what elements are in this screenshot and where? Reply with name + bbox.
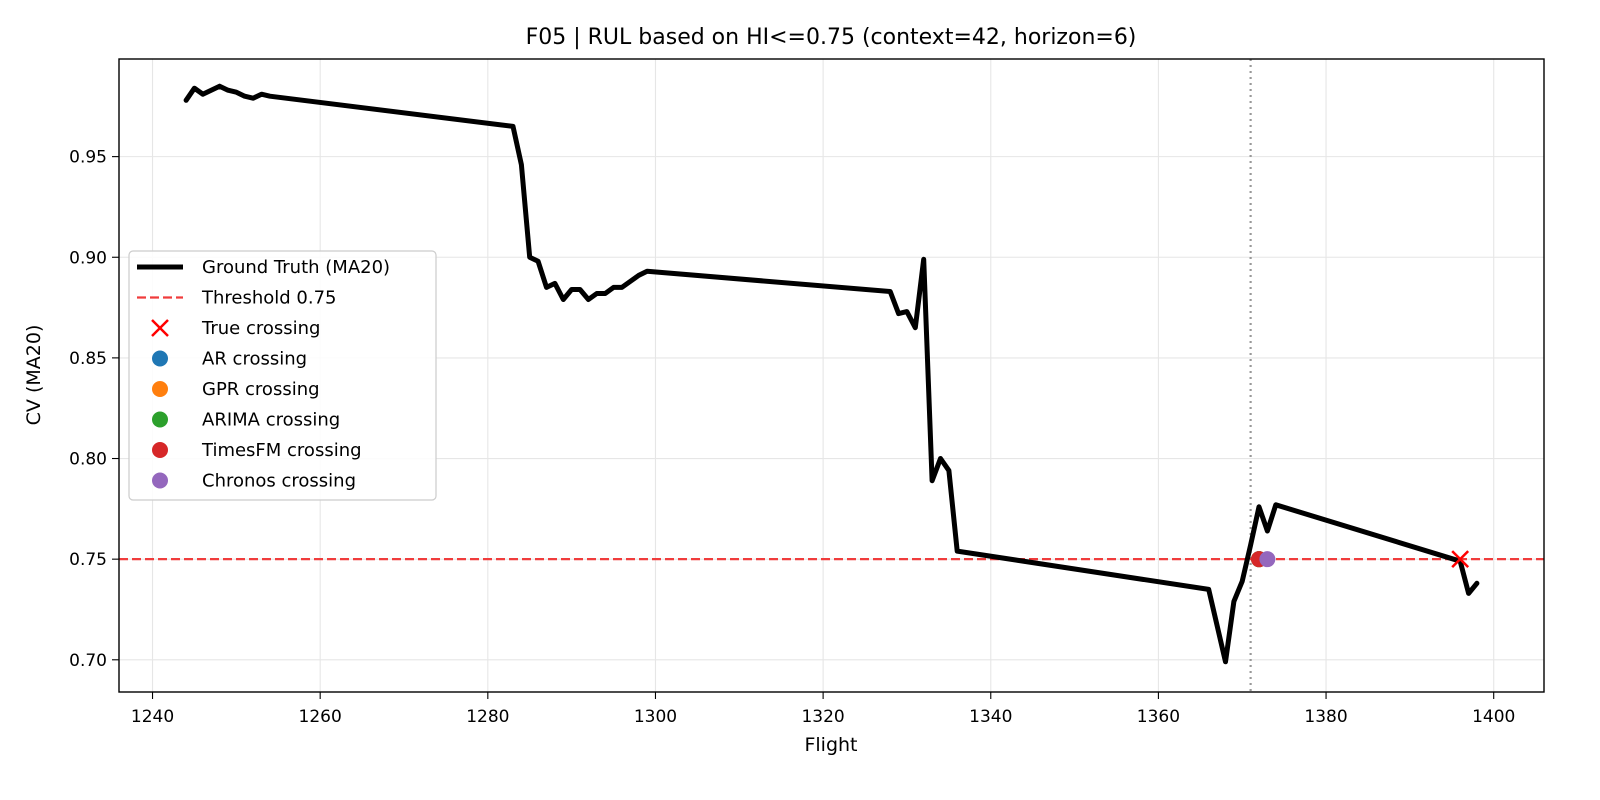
x-tick-label: 1320 — [801, 707, 844, 727]
y-tick-label: 0.95 — [69, 148, 107, 168]
legend-entry: GPR crossing — [152, 379, 320, 400]
y-tick-label: 0.70 — [69, 651, 107, 671]
legend-label: Threshold 0.75 — [201, 288, 337, 309]
y-tick-label: 0.85 — [69, 349, 107, 369]
legend-label: Ground Truth (MA20) — [202, 257, 390, 278]
y-tick-label: 0.80 — [69, 450, 107, 470]
series-layer — [183, 83, 1480, 665]
legend-label: AR crossing — [202, 349, 307, 370]
x-tick-label: 1380 — [1304, 707, 1347, 727]
legend-dot-swatch — [152, 411, 168, 428]
y-tick-label: 0.75 — [69, 550, 107, 570]
legend-label: ARIMA crossing — [202, 410, 340, 431]
legend-entry: Chronos crossing — [152, 471, 356, 492]
legend-entry: Ground Truth (MA20) — [137, 257, 390, 278]
x-tick-label: 1280 — [466, 707, 509, 727]
ground-truth-line — [183, 83, 1480, 665]
x-tick-label: 1400 — [1472, 707, 1515, 727]
legend-dot-swatch — [152, 472, 168, 489]
legend-entry: Threshold 0.75 — [137, 288, 337, 309]
legend: Ground Truth (MA20) Threshold 0.75 True cr… — [128, 250, 437, 501]
y-axis: 0.70 0.75 0.80 0.85 0.90 0.95 — [69, 148, 119, 671]
x-mark-stroke — [1451, 550, 1470, 569]
legend-entry: AR crossing — [152, 349, 307, 370]
legend-dot-swatch — [152, 442, 168, 458]
x-tick-label: 1300 — [634, 707, 677, 727]
chronos-crossing-marker — [1259, 551, 1276, 568]
x-axis-label: Flight — [804, 734, 857, 756]
legend-x-swatch — [151, 319, 169, 337]
legend-label: GPR crossing — [202, 379, 320, 400]
legend-entry: ARIMA crossing — [152, 410, 340, 431]
plot-frame — [118, 58, 1545, 693]
reference-lines — [119, 59, 1544, 692]
chart-title: F05 | RUL based on HI<=0.75 (context=42,… — [526, 25, 1137, 50]
true-crossing-marker — [1451, 550, 1470, 569]
legend-box — [128, 250, 437, 501]
x-tick-label: 1340 — [969, 707, 1012, 727]
legend-entry: True crossing — [151, 318, 320, 339]
legend-dot-swatch — [152, 350, 168, 367]
crossing-markers — [1251, 550, 1470, 569]
legend-label: True crossing — [201, 318, 320, 339]
legend-dot-swatch — [152, 381, 168, 397]
legend-entry: TimesFM crossing — [152, 440, 362, 461]
y-axis-label: CV (MA20) — [23, 325, 45, 426]
x-axis: 1240 1260 1280 1300 1320 1340 1360 1380 1400 — [131, 692, 1515, 727]
y-tick-label: 0.90 — [69, 248, 107, 268]
legend-label: Chronos crossing — [202, 471, 356, 492]
x-tick-label: 1360 — [1137, 707, 1180, 727]
legend-label: TimesFM crossing — [201, 440, 362, 461]
x-tick-label: 1260 — [299, 707, 342, 727]
x-tick-label: 1240 — [131, 707, 174, 727]
